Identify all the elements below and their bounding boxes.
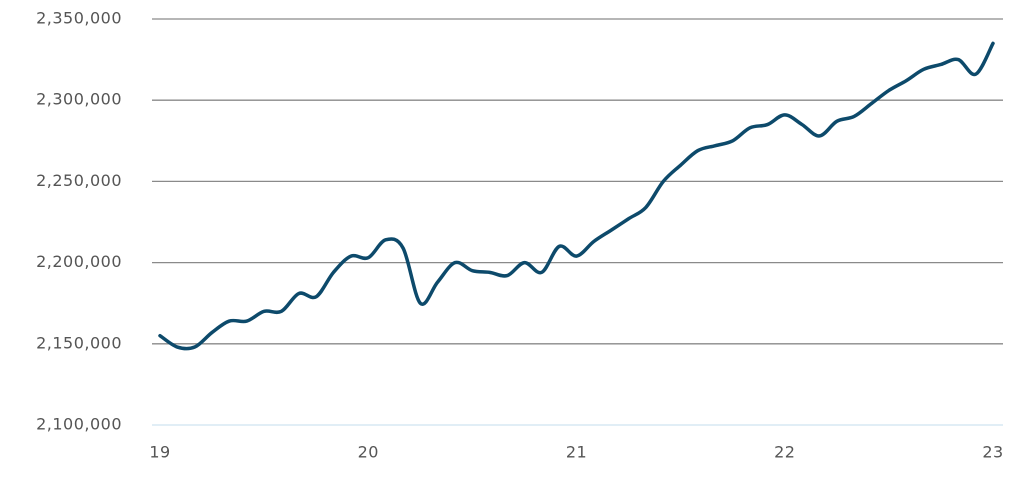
y-tick-label: 2,250,000 (36, 171, 122, 190)
x-tick-label: 23 (982, 443, 1003, 462)
y-tick-label: 2,150,000 (36, 333, 122, 352)
y-tick-label: 2,300,000 (36, 90, 122, 109)
x-tick-label: 21 (566, 443, 587, 462)
y-tick-label: 2,200,000 (36, 252, 122, 271)
y-tick-label: 2,100,000 (36, 415, 122, 434)
x-tick-label: 19 (149, 443, 170, 462)
x-tick-label: 22 (774, 443, 795, 462)
x-tick-label: 20 (358, 443, 379, 462)
y-tick-label: 2,350,000 (36, 9, 122, 28)
line (158, 41, 995, 351)
